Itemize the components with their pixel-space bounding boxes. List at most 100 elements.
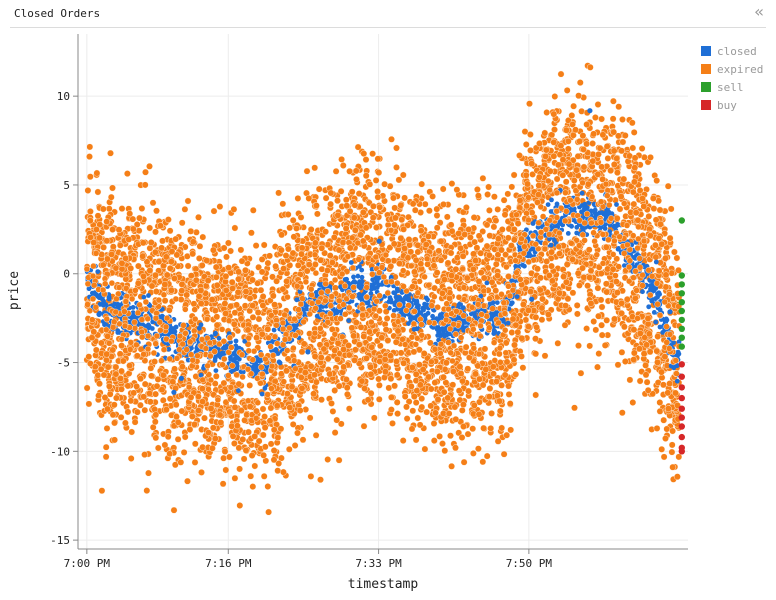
expired-point (424, 232, 432, 240)
expired-point (546, 167, 554, 175)
expired-point (578, 107, 585, 115)
expired-point (429, 192, 436, 200)
expired-point (453, 186, 461, 194)
expired-point (270, 456, 278, 464)
expired-point (511, 341, 518, 349)
expired-point (273, 402, 281, 410)
closed-point (514, 294, 520, 299)
expired-point (85, 400, 93, 408)
expired-point (362, 172, 370, 180)
expired-point (360, 333, 368, 340)
expired-point (190, 300, 198, 308)
expired-point (654, 358, 661, 366)
expired-point (248, 452, 256, 459)
expired-point (266, 252, 273, 260)
expired-point (590, 130, 597, 138)
expired-point (387, 393, 395, 401)
expired-point (663, 425, 671, 433)
expired-point (400, 225, 407, 233)
expired-point (583, 140, 590, 148)
expired-point (414, 241, 422, 249)
expired-point (416, 421, 424, 429)
expired-point (115, 226, 123, 234)
expired-point (346, 207, 354, 215)
expired-point (441, 447, 449, 455)
expired-point (488, 278, 496, 286)
expired-point (198, 385, 206, 393)
expired-point (609, 265, 617, 273)
expired-point (271, 301, 278, 309)
expired-point (350, 214, 358, 222)
expired-point (636, 345, 643, 353)
expired-point (345, 405, 353, 413)
expired-point (345, 351, 353, 359)
expired-point (662, 254, 669, 262)
expired-point (288, 383, 296, 391)
expired-point (118, 367, 125, 375)
expired-point (533, 323, 540, 331)
expired-point (335, 246, 343, 254)
expired-point (112, 363, 120, 371)
expired-point (569, 255, 577, 263)
expired-point (174, 435, 182, 443)
expired-point (586, 274, 594, 281)
expired-point (270, 426, 278, 434)
expired-point (125, 235, 133, 243)
expired-point (589, 140, 596, 147)
expired-point (619, 138, 627, 146)
expired-point (506, 400, 514, 407)
expired-point (551, 126, 558, 134)
expired-point (479, 458, 487, 466)
expired-point (327, 189, 335, 197)
expired-point (307, 362, 315, 370)
expired-point (103, 237, 111, 245)
expired-point (133, 352, 141, 360)
expired-point (167, 258, 175, 266)
expired-point (118, 385, 125, 393)
expired-point (574, 310, 581, 318)
expired-point (197, 286, 205, 294)
expired-point (435, 247, 443, 255)
expired-point (106, 390, 114, 398)
closed-point (411, 326, 417, 332)
expired-point (628, 119, 636, 127)
expired-point (323, 267, 331, 274)
expired-point (178, 363, 186, 371)
expired-point (246, 295, 254, 302)
expired-point (613, 214, 621, 222)
expired-point (337, 187, 345, 195)
expired-point (317, 354, 325, 361)
expired-point (86, 153, 93, 161)
expired-point (459, 252, 467, 260)
double-chevron-left-icon[interactable]: « (754, 2, 764, 21)
expired-point (532, 350, 540, 358)
expired-point (584, 282, 591, 290)
expired-point (421, 445, 429, 453)
expired-point (474, 192, 482, 200)
expired-point (441, 276, 448, 283)
expired-point (480, 424, 487, 432)
expired-point (393, 371, 401, 379)
expired-point (372, 224, 380, 231)
closed-point (675, 349, 681, 355)
expired-point (620, 175, 628, 183)
expired-point (94, 371, 102, 379)
expired-point (320, 345, 328, 353)
expired-point (613, 278, 620, 285)
expired-point (273, 277, 280, 285)
expired-point (667, 205, 675, 213)
expired-point (146, 162, 153, 170)
expired-point (460, 423, 467, 430)
expired-point (302, 406, 310, 413)
expired-point (133, 382, 141, 390)
expired-point (437, 237, 445, 245)
expired-point (510, 171, 518, 179)
expired-point (158, 244, 166, 252)
expired-point (334, 339, 342, 347)
expired-point (522, 171, 530, 179)
expired-point (420, 350, 428, 357)
expired-point (574, 269, 582, 277)
expired-point (152, 411, 160, 419)
expired-point (390, 257, 398, 265)
expired-point (568, 112, 576, 119)
